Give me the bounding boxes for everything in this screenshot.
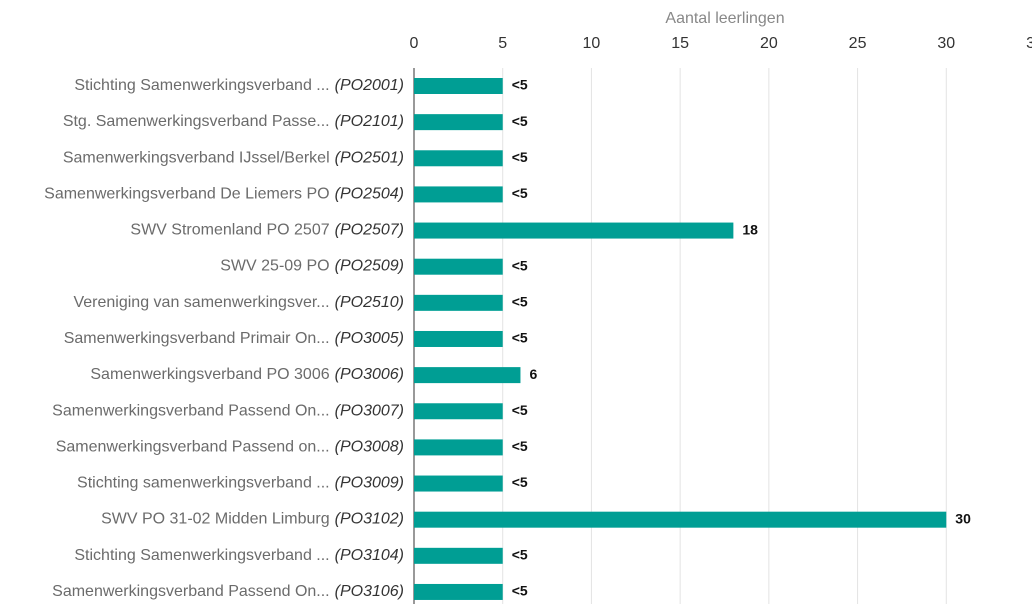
category-label: SWV PO 31-02 Midden Limburg (PO3102) <box>101 511 404 528</box>
value-label: <5 <box>512 438 528 454</box>
bar <box>414 150 503 167</box>
category-name: Samenwerkingsverband PO 3006 <box>90 366 329 383</box>
category-name: Stichting Samenwerkingsverband ... <box>74 547 329 564</box>
bar <box>414 186 503 203</box>
bar <box>414 583 503 600</box>
x-tick-label: 0 <box>410 35 419 52</box>
category-label: Stichting samenwerkingsverband ... (PO300… <box>77 475 404 492</box>
category-code: (PO3104) <box>335 547 404 564</box>
value-label: <5 <box>512 294 528 310</box>
bar <box>414 403 503 420</box>
category-label: Samenwerkingsverband PO 3006 (PO3006) <box>90 366 404 383</box>
value-label: 6 <box>529 366 537 382</box>
category-label: Samenwerkingsverband De Liemers PO (PO250… <box>44 186 404 203</box>
category-code: (PO2001) <box>335 77 404 94</box>
category-code: (PO3007) <box>335 402 404 419</box>
category-code: (PO3006) <box>335 366 404 383</box>
value-label: <5 <box>512 185 528 201</box>
bar <box>414 511 947 528</box>
value-label: 18 <box>742 221 758 237</box>
category-name: Samenwerkingsverband Passend on... <box>56 439 330 456</box>
category-label: Samenwerkingsverband Passend on... (PO300… <box>56 439 404 456</box>
bar <box>414 330 503 347</box>
category-code: (PO2501) <box>335 149 404 166</box>
category-name: Samenwerkingsverband IJssel/Berkel <box>63 149 330 166</box>
category-code: (PO2101) <box>335 113 404 130</box>
x-tick-label: 25 <box>849 35 867 52</box>
category-label: Samenwerkingsverband IJssel/Berkel (PO250… <box>63 149 404 166</box>
category-name: Samenwerkingsverband De Liemers PO <box>44 186 329 203</box>
x-tick-label: 35 <box>1026 35 1032 52</box>
category-label: SWV Stromenland PO 2507 (PO2507) <box>130 222 404 239</box>
category-code: (PO3102) <box>335 511 404 528</box>
category-label: Samenwerkingsverband Passend On... (PO310… <box>52 583 404 600</box>
value-label: <5 <box>512 113 528 129</box>
value-label: <5 <box>512 77 528 93</box>
category-label: Stg. Samenwerkingsverband Passe... (PO210… <box>63 113 404 130</box>
bar <box>414 258 503 275</box>
category-code: (PO2504) <box>335 186 404 203</box>
category-code: (PO3008) <box>335 439 404 456</box>
category-code: (PO3005) <box>335 330 404 347</box>
category-name: SWV Stromenland PO 2507 <box>130 222 329 239</box>
category-name: Vereniging van samenwerkingsver... <box>73 294 329 311</box>
value-label: <5 <box>512 149 528 165</box>
bar <box>414 222 734 239</box>
category-name: Stg. Samenwerkingsverband Passe... <box>63 113 330 130</box>
value-label: <5 <box>512 583 528 599</box>
bar <box>414 367 521 384</box>
bar <box>414 114 503 131</box>
category-label: Stichting Samenwerkingsverband ... (PO200… <box>74 77 404 94</box>
bar <box>414 78 503 94</box>
category-label: Samenwerkingsverband Passend On... (PO300… <box>52 402 404 419</box>
x-tick-label: 10 <box>583 35 601 52</box>
category-name: SWV PO 31-02 Midden Limburg <box>101 511 330 528</box>
bar <box>414 547 503 564</box>
axis-title: Aantal leerlingen <box>665 10 784 27</box>
category-label: Samenwerkingsverband Primair On... (PO300… <box>64 330 404 347</box>
x-tick-label: 5 <box>498 35 507 52</box>
value-label: 30 <box>955 510 971 526</box>
category-name: Stichting Samenwerkingsverband ... <box>74 77 329 94</box>
x-tick-label: 30 <box>937 35 955 52</box>
category-name: SWV 25-09 PO <box>220 258 329 275</box>
value-label: <5 <box>512 547 528 563</box>
category-name: Stichting samenwerkingsverband ... <box>77 475 330 492</box>
category-label: Vereniging van samenwerkingsver... (PO251… <box>73 294 404 311</box>
category-code: (PO3106) <box>335 583 404 600</box>
value-label: <5 <box>512 330 528 346</box>
category-name: Samenwerkingsverband Primair On... <box>64 330 330 347</box>
category-code: (PO3009) <box>335 475 404 492</box>
category-code: (PO2510) <box>335 294 404 311</box>
category-code: (PO2509) <box>335 258 404 275</box>
category-label: SWV 25-09 PO (PO2509) <box>220 258 404 275</box>
category-name: Samenwerkingsverband Passend On... <box>52 583 329 600</box>
x-tick-label: 15 <box>671 35 689 52</box>
value-label: <5 <box>512 474 528 490</box>
x-tick-label: 20 <box>760 35 778 52</box>
bar <box>414 439 503 456</box>
category-code: (PO2507) <box>335 222 404 239</box>
bar <box>414 294 503 311</box>
value-label: <5 <box>512 257 528 273</box>
category-name: Samenwerkingsverband Passend On... <box>52 402 329 419</box>
bar <box>414 475 503 492</box>
category-label: Stichting Samenwerkingsverband ... (PO310… <box>74 547 404 564</box>
value-label: <5 <box>512 402 528 418</box>
